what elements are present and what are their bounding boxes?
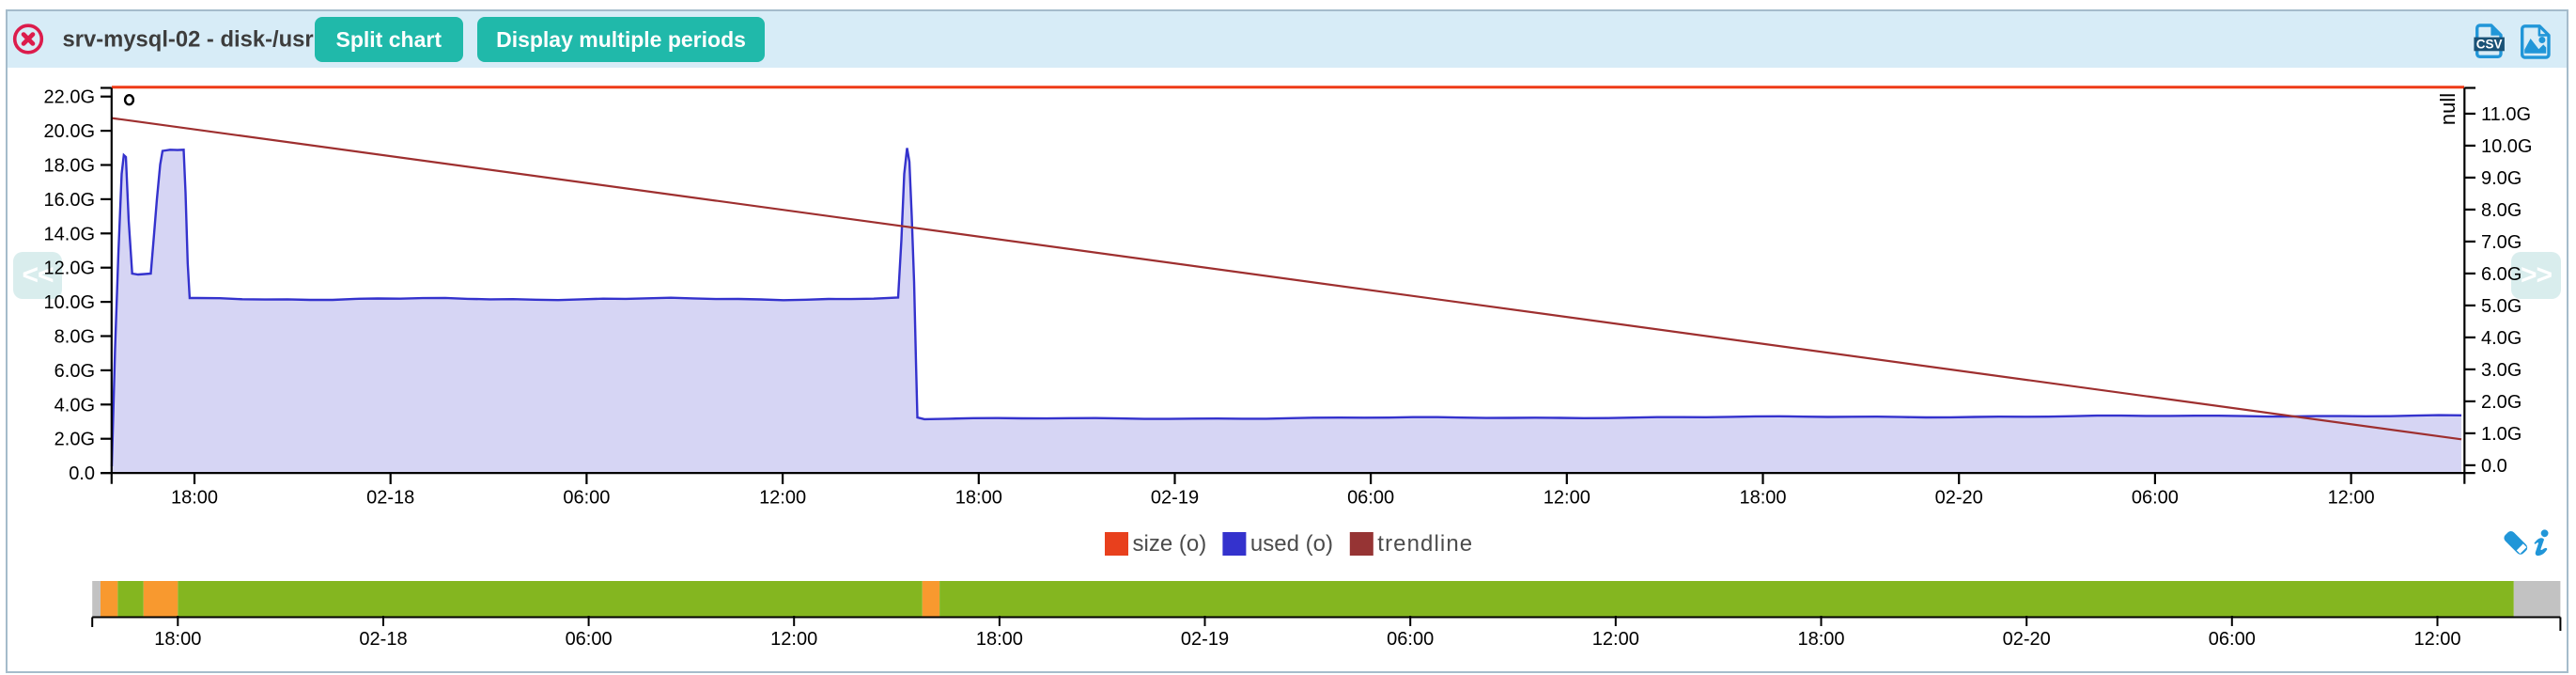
- svg-text:18:00: 18:00: [955, 488, 1002, 509]
- svg-text:02-19: 02-19: [1181, 629, 1229, 650]
- svg-text:06:00: 06:00: [2209, 629, 2256, 650]
- svg-text:02-20: 02-20: [2003, 629, 2051, 650]
- svg-text:4.0G: 4.0G: [2481, 328, 2522, 349]
- svg-text:3.0G: 3.0G: [2481, 360, 2522, 381]
- svg-text:2.0G: 2.0G: [2481, 392, 2522, 413]
- svg-text:CSV: CSV: [2476, 37, 2503, 51]
- svg-text:null: null: [2436, 93, 2460, 125]
- svg-text:size (o): size (o): [1133, 531, 1207, 557]
- svg-text:10.0G: 10.0G: [2481, 136, 2532, 157]
- svg-text:12.0G: 12.0G: [44, 259, 95, 279]
- svg-text:7.0G: 7.0G: [2481, 232, 2522, 253]
- svg-text:1.0G: 1.0G: [2481, 424, 2522, 445]
- svg-text:02-18: 02-18: [359, 629, 407, 650]
- svg-text:02-19: 02-19: [1151, 488, 1199, 509]
- svg-text:20.0G: 20.0G: [44, 121, 95, 142]
- svg-text:10.0G: 10.0G: [44, 292, 95, 313]
- svg-text:5.0G: 5.0G: [2481, 296, 2522, 317]
- svg-text:06:00: 06:00: [2132, 488, 2179, 509]
- svg-text:srv-mysql-02 - disk-/usr: srv-mysql-02 - disk-/usr: [63, 27, 314, 53]
- svg-text:06:00: 06:00: [1387, 629, 1434, 650]
- svg-text:0.0: 0.0: [2481, 456, 2507, 477]
- svg-text:18:00: 18:00: [1739, 488, 1786, 509]
- svg-text:trendline: trendline: [1377, 531, 1473, 557]
- svg-text:2.0G: 2.0G: [54, 430, 95, 450]
- svg-text:6.0G: 6.0G: [54, 361, 95, 382]
- svg-text:12:00: 12:00: [770, 629, 817, 650]
- svg-text:12:00: 12:00: [2413, 629, 2460, 650]
- svg-text:8.0G: 8.0G: [54, 327, 95, 348]
- svg-text:4.0G: 4.0G: [54, 395, 95, 416]
- svg-text:9.0G: 9.0G: [2481, 168, 2522, 189]
- svg-text:06:00: 06:00: [1347, 488, 1394, 509]
- svg-text:12:00: 12:00: [1592, 629, 1639, 650]
- svg-text:11.0G: 11.0G: [2481, 104, 2531, 125]
- svg-text:8.0G: 8.0G: [2481, 200, 2522, 221]
- svg-text:02-20: 02-20: [1935, 488, 1983, 509]
- svg-text:6.0G: 6.0G: [2481, 264, 2522, 285]
- svg-text:22.0G: 22.0G: [44, 87, 95, 108]
- svg-text:18:00: 18:00: [1797, 629, 1844, 650]
- svg-text:12:00: 12:00: [1544, 488, 1591, 509]
- svg-text:used (o): used (o): [1250, 531, 1333, 557]
- svg-text:16.0G: 16.0G: [44, 190, 95, 211]
- svg-text:14.0G: 14.0G: [44, 224, 95, 244]
- svg-text:18:00: 18:00: [154, 629, 201, 650]
- svg-text:0.0: 0.0: [69, 463, 95, 484]
- svg-text:18.0G: 18.0G: [44, 156, 95, 177]
- svg-text:12:00: 12:00: [2328, 488, 2375, 509]
- svg-text:18:00: 18:00: [976, 629, 1023, 650]
- svg-text:02-18: 02-18: [366, 488, 414, 509]
- svg-text:06:00: 06:00: [563, 488, 610, 509]
- svg-text:06:00: 06:00: [566, 629, 613, 650]
- svg-text:12:00: 12:00: [759, 488, 806, 509]
- svg-text:18:00: 18:00: [171, 488, 218, 509]
